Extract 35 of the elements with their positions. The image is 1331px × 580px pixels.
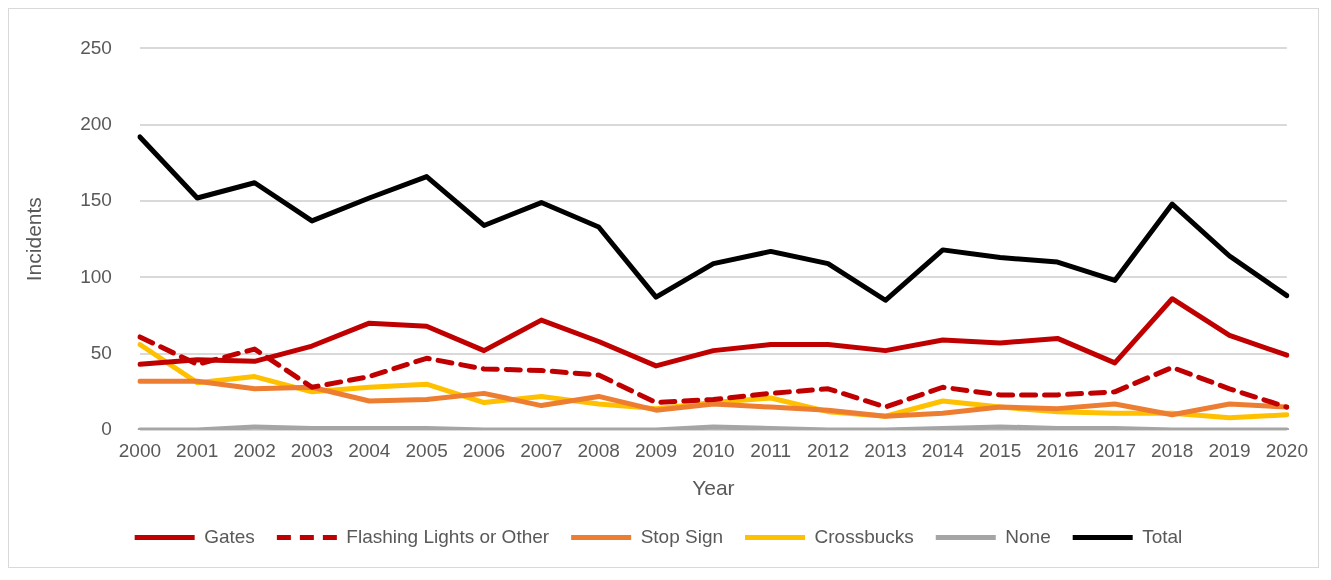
x-tick-label: 2014 [921,439,965,461]
x-tick-label: 2007 [520,439,563,461]
legend-label: Stop Sign [640,525,724,547]
y-tick-label: 250 [80,36,112,58]
x-tick-label: 2013 [864,439,907,461]
x-tick-label: 2015 [978,439,1022,461]
x-tick-label: 2002 [233,439,276,461]
y-tick-label: 0 [101,418,112,440]
y-tick-label: 150 [80,189,112,211]
x-tick-label: 2000 [118,439,162,461]
x-tick-label: 2010 [692,439,735,461]
y-tick-label: 50 [90,341,112,363]
legend-label: Flashing Lights or Other [346,525,550,547]
x-tick-label: 2005 [405,439,448,461]
y-tick-label: 100 [80,265,112,287]
x-axis-title: Year [692,476,735,500]
x-tick-label: 2020 [1265,439,1309,461]
x-tick-label: 2003 [290,439,334,461]
legend-label: Total [1142,525,1183,547]
x-tick-label: 2012 [806,439,850,461]
legend-label: None [1005,525,1051,547]
x-tick-label: 2008 [577,439,620,461]
x-tick-label: 2017 [1093,439,1136,461]
x-tick-label: 2001 [176,439,219,461]
x-tick-label: 2009 [634,439,678,461]
x-tick-label: 2006 [462,439,506,461]
x-tick-label: 2011 [750,439,792,461]
x-tick-label: 2004 [348,439,391,461]
legend-label: Crossbucks [814,525,914,547]
x-tick-label: 2016 [1036,439,1079,461]
x-tick-label: 2019 [1208,439,1251,461]
y-tick-label: 200 [80,112,112,134]
legend-label: Gates [204,525,255,547]
x-tick-label: 2018 [1151,439,1194,461]
y-axis-title: Incidents [22,197,46,282]
